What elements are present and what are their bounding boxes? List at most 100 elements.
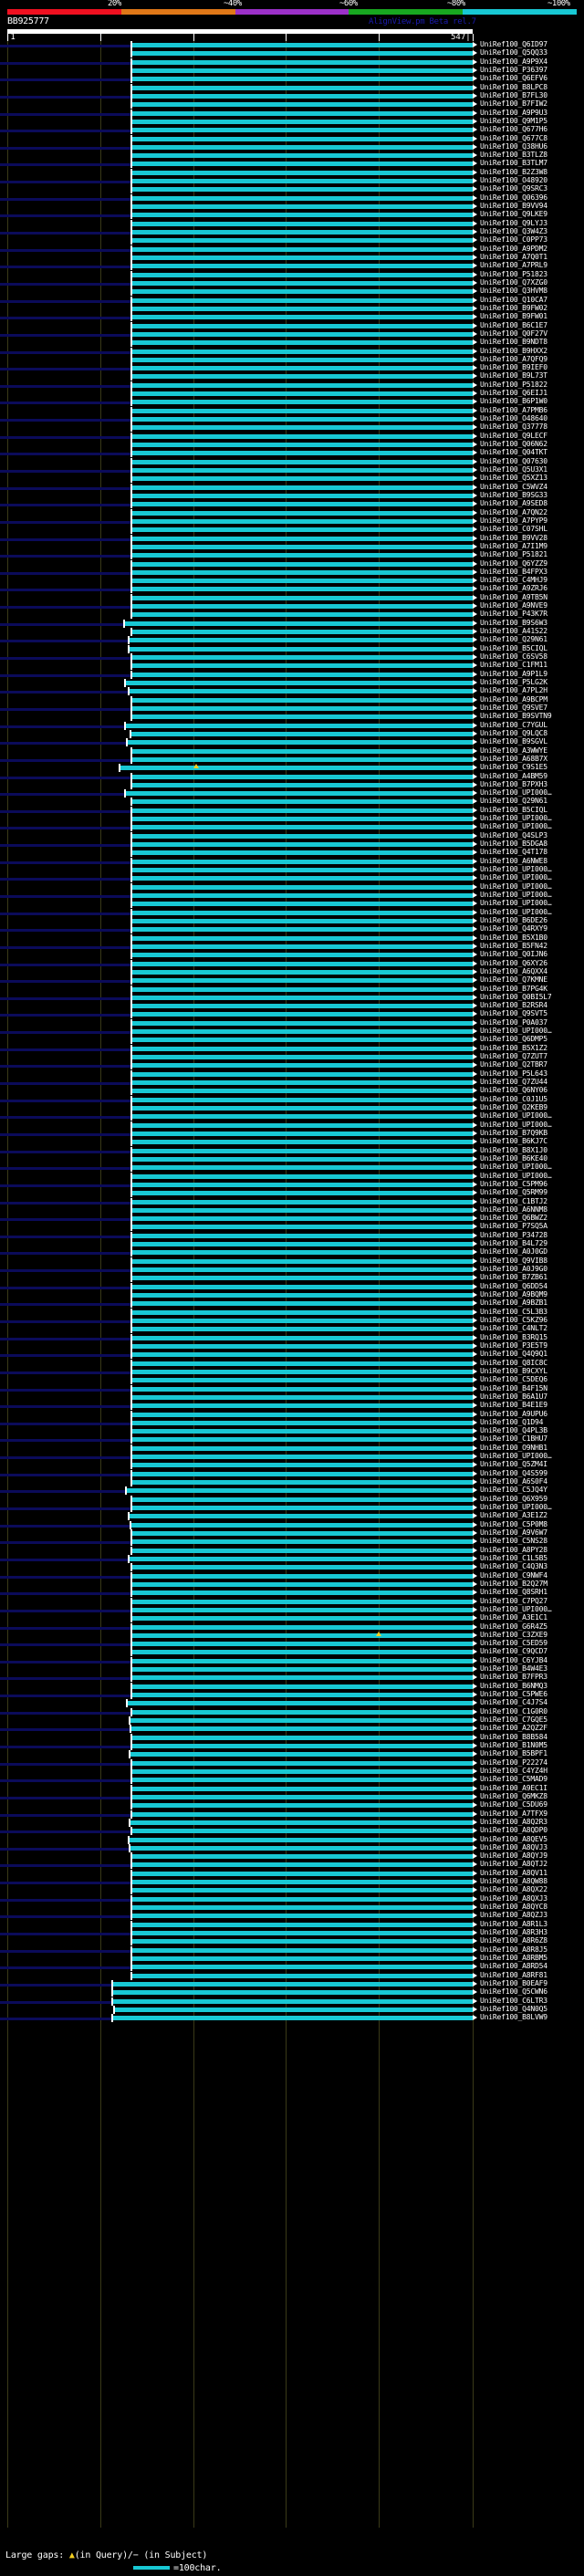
hit-row[interactable]: UniRef100_C4NLT2 xyxy=(0,1324,584,1334)
hsp-bar[interactable] xyxy=(132,1803,473,1809)
hsp-bar[interactable] xyxy=(132,1794,473,1799)
hit-row[interactable]: UniRef100_Q9SVT5 xyxy=(0,1009,584,1019)
hit-accession-label[interactable]: UniRef100_C1BTJ2 xyxy=(480,1196,548,1205)
hit-row[interactable]: UniRef100_A9TB5N xyxy=(0,593,584,602)
hit-accession-label[interactable]: UniRef100_B8B584 xyxy=(480,1732,548,1741)
hit-row[interactable]: UniRef100_P36397 xyxy=(0,66,584,75)
hit-row[interactable]: UniRef100_C5KZ96 xyxy=(0,1316,584,1325)
hsp-bar[interactable] xyxy=(132,910,473,915)
hsp-bar[interactable] xyxy=(132,1071,473,1077)
hsp-bar[interactable] xyxy=(126,681,473,685)
hit-accession-label[interactable]: UniRef100_A7TFX9 xyxy=(480,1809,548,1818)
hsp-bar[interactable] xyxy=(132,1394,473,1400)
hsp-bar[interactable] xyxy=(132,1965,473,1970)
hit-accession-label[interactable]: UniRef100_UPI000… xyxy=(480,891,552,899)
hit-row[interactable]: UniRef100_Q9M1P5 xyxy=(0,117,584,126)
hit-accession-label[interactable]: UniRef100_A8QEV5 xyxy=(480,1834,548,1843)
hit-accession-label[interactable]: UniRef100_Q9LECF xyxy=(480,431,548,440)
hsp-bar[interactable] xyxy=(113,1990,473,1996)
hit-accession-label[interactable]: UniRef100_A8QTJ2 xyxy=(480,1860,548,1869)
hsp-bar[interactable] xyxy=(132,162,473,167)
hit-accession-label[interactable]: UniRef100_UPI000… xyxy=(480,1111,552,1121)
hit-accession-label[interactable]: UniRef100_Q6BWZ2 xyxy=(480,1214,548,1223)
hit-row[interactable]: UniRef100_A41S22 xyxy=(0,627,584,637)
hit-accession-label[interactable]: UniRef100_G6R4Z5 xyxy=(480,1622,548,1631)
hsp-bar[interactable] xyxy=(132,918,473,923)
hsp-bar[interactable] xyxy=(132,502,473,507)
hsp-bar[interactable] xyxy=(132,391,473,397)
hit-row[interactable]: UniRef100_C5MAD9 xyxy=(0,1775,584,1785)
hsp-bar[interactable] xyxy=(132,1539,473,1545)
hsp-bar[interactable] xyxy=(132,425,473,431)
hit-row[interactable]: UniRef100_C1BTJ2 xyxy=(0,1196,584,1206)
hit-row[interactable]: UniRef100_A7PMB6 xyxy=(0,406,584,415)
hsp-bar[interactable] xyxy=(130,1514,473,1519)
hit-accession-label[interactable]: UniRef100_A8PY28 xyxy=(480,1545,548,1554)
hit-row[interactable]: UniRef100_B8X1J0 xyxy=(0,1146,584,1155)
hit-row[interactable]: UniRef100_C9QCD7 xyxy=(0,1647,584,1657)
hit-row[interactable]: UniRef100_B9IEF0 xyxy=(0,363,584,373)
hit-accession-label[interactable]: UniRef100_Q6DD54 xyxy=(480,1281,548,1290)
hsp-bar[interactable] xyxy=(132,1352,473,1358)
hit-row[interactable]: UniRef100_B4F15N xyxy=(0,1384,584,1393)
hit-accession-label[interactable]: UniRef100_A9EC1I xyxy=(480,1783,548,1792)
hsp-bar[interactable] xyxy=(132,357,473,362)
hit-accession-label[interactable]: UniRef100_Q7KMNE xyxy=(480,975,548,985)
hsp-bar[interactable] xyxy=(132,1106,473,1111)
hsp-bar[interactable] xyxy=(132,1445,473,1451)
hsp-bar[interactable] xyxy=(132,774,473,779)
hit-row[interactable]: UniRef100_B2RSR4 xyxy=(0,1001,584,1011)
hsp-bar[interactable] xyxy=(132,1165,473,1171)
hsp-bar[interactable] xyxy=(132,1284,473,1289)
hit-accession-label[interactable]: UniRef100_A8RD54 xyxy=(480,1962,548,1971)
hsp-bar[interactable] xyxy=(132,204,473,210)
hit-row[interactable]: UniRef100_B7FL30 xyxy=(0,91,584,100)
hsp-bar[interactable] xyxy=(132,1693,473,1698)
hsp-bar[interactable] xyxy=(132,408,473,413)
hit-row[interactable]: UniRef100_A0J0GD xyxy=(0,1247,584,1257)
hsp-bar[interactable] xyxy=(132,93,473,99)
hit-accession-label[interactable]: UniRef100_Q5XZ13 xyxy=(480,474,548,483)
hit-row[interactable]: UniRef100_Q2TBR7 xyxy=(0,1060,584,1070)
hsp-bar[interactable] xyxy=(132,612,473,618)
hit-accession-label[interactable]: UniRef100_C07SHL xyxy=(480,525,548,534)
hit-accession-label[interactable]: UniRef100_A68B7X xyxy=(480,754,548,763)
hsp-bar[interactable] xyxy=(132,476,473,482)
hit-row[interactable]: UniRef100_Q6X959 xyxy=(0,1495,584,1504)
hit-accession-label[interactable]: UniRef100_A9SED8 xyxy=(480,499,548,508)
hit-row[interactable]: UniRef100_A8QDP0 xyxy=(0,1826,584,1836)
hsp-bar[interactable] xyxy=(126,723,473,728)
hit-row[interactable]: UniRef100_UPI000… xyxy=(0,1121,584,1130)
hit-row[interactable]: UniRef100_B5X1B0 xyxy=(0,933,584,943)
hsp-bar[interactable] xyxy=(132,366,473,371)
hit-row[interactable]: UniRef100_A7I1M9 xyxy=(0,542,584,551)
hit-row[interactable]: UniRef100_A9NVE9 xyxy=(0,601,584,611)
hit-accession-label[interactable]: UniRef100_Q5CWN6 xyxy=(480,1987,548,1997)
hit-row[interactable]: UniRef100_C5ED59 xyxy=(0,1639,584,1649)
hsp-bar[interactable] xyxy=(115,2007,473,2012)
hit-accession-label[interactable]: UniRef100_C4YZ4H xyxy=(480,1766,548,1775)
hit-row[interactable]: UniRef100_B9SVTN9 xyxy=(0,712,584,722)
hit-row[interactable]: UniRef100_P51821 xyxy=(0,550,584,560)
hit-row[interactable]: UniRef100_A8QW88 xyxy=(0,1877,584,1887)
hsp-bar[interactable] xyxy=(132,1199,473,1205)
hit-accession-label[interactable]: UniRef100_Q4SLP3 xyxy=(480,830,548,840)
hit-accession-label[interactable]: UniRef100_P51821 xyxy=(480,550,548,559)
hit-row[interactable]: UniRef100_A9EC1I xyxy=(0,1783,584,1793)
hsp-bar[interactable] xyxy=(132,272,473,277)
hit-row[interactable]: UniRef100_O48920 xyxy=(0,176,584,186)
hit-row[interactable]: UniRef100_A68B7X xyxy=(0,754,584,764)
hit-accession-label[interactable]: UniRef100_Q0F27V xyxy=(480,329,548,338)
hsp-bar[interactable] xyxy=(132,1403,473,1409)
hit-row[interactable]: UniRef100_Q06396 xyxy=(0,193,584,203)
hit-accession-label[interactable]: UniRef100_C1G0R0 xyxy=(480,1706,548,1716)
hit-accession-label[interactable]: UniRef100_C3ZXE9 xyxy=(480,1630,548,1639)
hit-accession-label[interactable]: UniRef100_C5MAD9 xyxy=(480,1775,548,1784)
hit-accession-label[interactable]: UniRef100_O48920 xyxy=(480,176,548,185)
hsp-bar[interactable] xyxy=(132,213,473,218)
hit-accession-label[interactable]: UniRef100_A9P9X4 xyxy=(480,57,548,66)
hit-accession-label[interactable]: UniRef100_A7QFQ9 xyxy=(480,354,548,363)
hit-row[interactable]: UniRef100_Q37778 xyxy=(0,422,584,433)
hit-accession-label[interactable]: UniRef100_Q2KEB9 xyxy=(480,1103,548,1111)
hit-accession-label[interactable]: UniRef100_O48640 xyxy=(480,414,548,423)
